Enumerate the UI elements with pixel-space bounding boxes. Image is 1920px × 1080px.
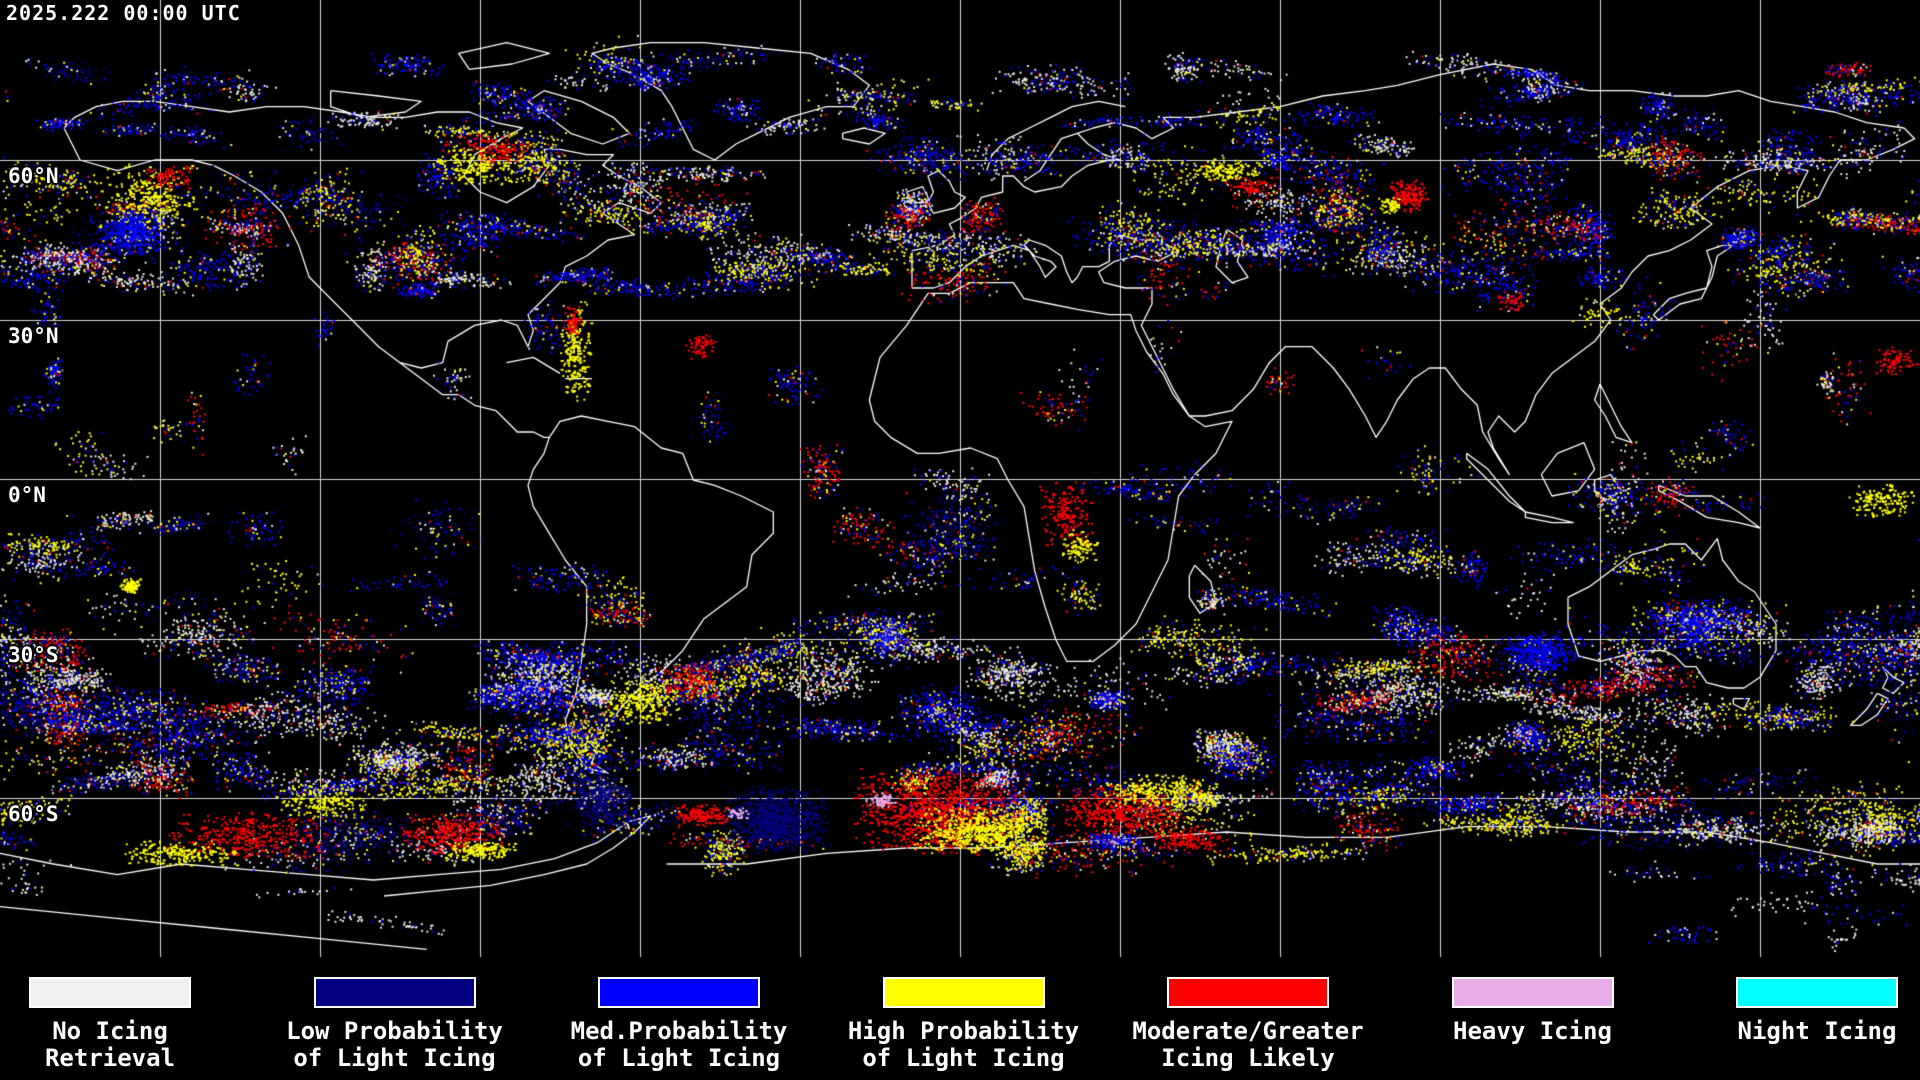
legend-item-moderate-greater: Moderate/Greater Icing Likely [1106, 960, 1390, 1072]
legend-label: Med.Probability of Light Icing [570, 1017, 788, 1072]
world-icing-map-canvas [0, 0, 1920, 960]
legend-item-low-probability: Low Probability of Light Icing [253, 960, 537, 1072]
night-icing-swatch [1736, 977, 1898, 1008]
legend-item-no-icing: No Icing Retrieval [0, 960, 252, 1072]
low-probability-swatch [313, 977, 476, 1008]
legend-item-night-icing: Night Icing [1675, 960, 1920, 1045]
timestamp-label: 2025.222 00:00 UTC [6, 1, 241, 25]
latitude-label-60s: 60°S [8, 802, 59, 826]
med-probability-swatch [598, 977, 760, 1008]
heavy-icing-swatch [1451, 977, 1614, 1008]
no-icing-swatch [29, 977, 191, 1008]
legend-label: Low Probability of Light Icing [286, 1017, 503, 1072]
legend-label: Moderate/Greater Icing Likely [1132, 1017, 1364, 1072]
legend-item-med-probability: Med.Probability of Light Icing [537, 960, 821, 1072]
moderate-greater-swatch [1167, 977, 1329, 1008]
legend-item-high-probability: High Probability of Light Icing [822, 960, 1106, 1072]
legend-item-heavy-icing: Heavy Icing [1391, 960, 1675, 1045]
high-probability-swatch [882, 977, 1045, 1008]
legend-label: High Probability of Light Icing [847, 1017, 1080, 1072]
legend-label: Heavy Icing [1453, 1017, 1612, 1045]
latitude-label-60n: 60°N [8, 164, 59, 188]
legend-bar: No Icing Retrieval Low Probability of Ligh… [0, 960, 1920, 1080]
legend-label: Night Icing [1737, 1017, 1897, 1045]
latitude-label-30n: 30°N [8, 324, 59, 348]
latitude-label-0n: 0°N [8, 483, 46, 507]
latitude-label-30s: 30°S [8, 643, 59, 667]
legend-label: No Icing Retrieval [44, 1017, 176, 1072]
